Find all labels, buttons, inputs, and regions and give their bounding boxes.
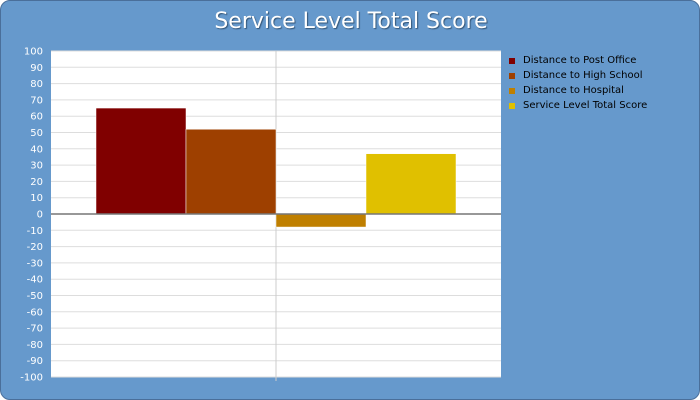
y-tick-label: 0 bbox=[37, 210, 43, 221]
chart-title: Service Level Total Score bbox=[214, 9, 488, 34]
legend-swatch bbox=[509, 72, 515, 79]
y-tick-label: -40 bbox=[27, 275, 43, 286]
y-tick-label: -80 bbox=[27, 340, 43, 351]
legend-item: Service Level Total Score bbox=[509, 98, 647, 113]
y-tick-label: 30 bbox=[30, 161, 43, 172]
legend-label: Service Level Total Score bbox=[523, 100, 648, 111]
y-tick-label: -10 bbox=[27, 226, 43, 237]
y-tick-label: -20 bbox=[27, 242, 43, 253]
legend-label: Distance to Post Office bbox=[523, 55, 637, 66]
bar bbox=[185, 128, 277, 215]
legend-item: Distance to Post Office bbox=[509, 53, 647, 68]
legend-item: Distance to Hospital bbox=[509, 83, 647, 98]
bars bbox=[95, 107, 457, 228]
y-tick-label: 70 bbox=[30, 95, 43, 106]
bar bbox=[95, 107, 187, 215]
y-tick-label: -100 bbox=[20, 373, 43, 384]
legend: Distance to Post Office Distance to High … bbox=[509, 53, 647, 113]
legend-item: Distance to High School bbox=[509, 68, 647, 83]
y-axis-ticks: -100-90-80-70-60-50-40-30-20-10010203040… bbox=[20, 47, 43, 384]
y-tick-label: 50 bbox=[30, 128, 43, 139]
y-tick-label: -70 bbox=[27, 324, 43, 335]
y-tick-label: 80 bbox=[30, 79, 43, 90]
y-tick-label: 40 bbox=[30, 144, 43, 155]
y-tick-label: 90 bbox=[30, 63, 43, 74]
y-tick-label: 60 bbox=[30, 112, 43, 123]
y-tick-label: 10 bbox=[30, 193, 43, 204]
y-tick-label: -50 bbox=[27, 291, 43, 302]
legend-swatch bbox=[509, 102, 515, 109]
bar bbox=[365, 153, 457, 215]
legend-swatch bbox=[509, 87, 515, 94]
y-tick-label: -30 bbox=[27, 258, 43, 269]
legend-swatch bbox=[509, 57, 515, 64]
y-tick-label: -90 bbox=[27, 356, 43, 367]
legend-label: Distance to High School bbox=[523, 70, 643, 81]
y-tick-label: 100 bbox=[24, 47, 43, 58]
y-tick-label: 20 bbox=[30, 177, 43, 188]
legend-label: Distance to Hospital bbox=[523, 85, 624, 96]
y-tick-label: -60 bbox=[27, 307, 43, 318]
bar bbox=[275, 213, 367, 228]
